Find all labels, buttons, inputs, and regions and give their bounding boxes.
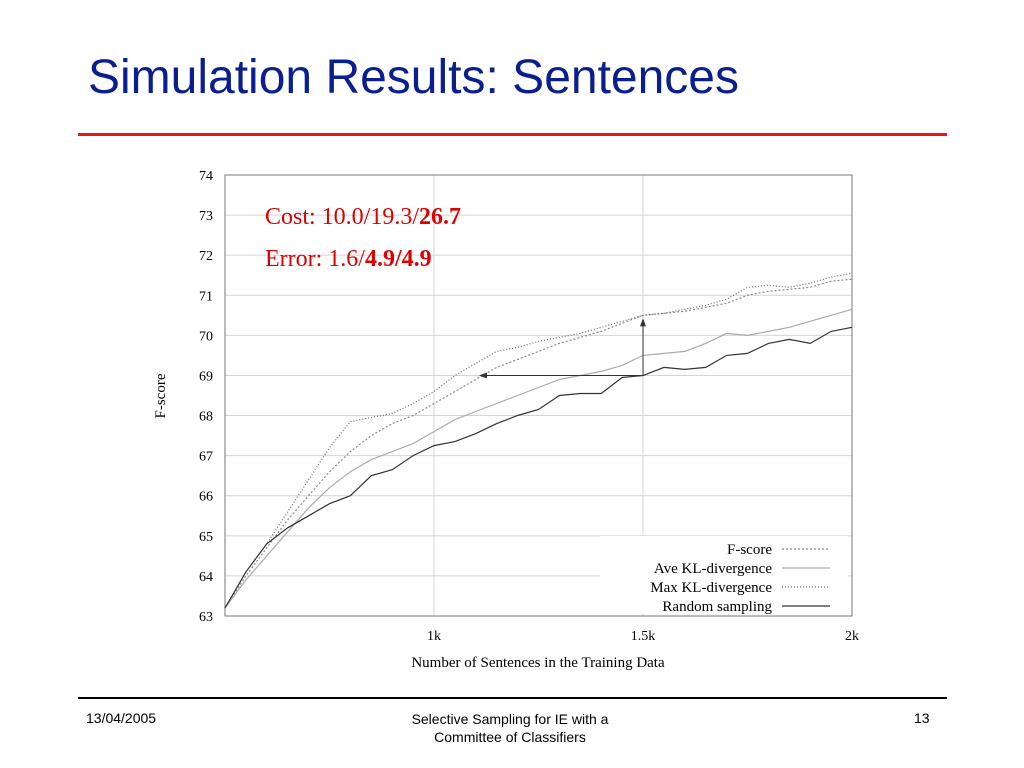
series-line	[224, 308, 853, 609]
y-tick-label: 68	[199, 410, 213, 425]
y-axis-label: F-score	[153, 373, 169, 418]
x-tick-label: 2k	[845, 629, 859, 644]
slide-title: Simulation Results: Sentences	[88, 51, 739, 104]
y-tick-label: 67	[199, 450, 213, 465]
x-tick-label: 1.5k	[631, 629, 656, 644]
annotation-error-prefix: Error: 1.6/	[265, 246, 365, 272]
x-axis-label: Number of Sentences in the Training Data	[411, 655, 665, 671]
series-line	[224, 278, 853, 609]
annotation-cost: Cost: 10.0/19.3/26.7	[265, 204, 461, 230]
title-divider	[78, 133, 947, 136]
chart-series	[224, 272, 853, 609]
plot-area	[224, 174, 853, 617]
legend-label: F-score	[727, 542, 772, 558]
y-tick-label: 63	[199, 610, 213, 625]
annotation-cost-bold: 26.7	[419, 204, 461, 230]
legend-label: Random sampling	[662, 599, 772, 615]
legend-label: Max KL-divergence	[650, 580, 772, 596]
page-number: 13	[914, 710, 930, 726]
y-tick-label: 70	[199, 329, 213, 344]
y-tick-label: 73	[199, 209, 213, 224]
chart-arrows	[478, 318, 646, 379]
y-tick-label: 69	[199, 369, 213, 384]
y-tick-label: 65	[199, 530, 213, 545]
y-tick-label: 72	[199, 249, 213, 264]
annotation-error: Error: 1.6/4.9/4.9	[265, 246, 432, 272]
footer-date: 13/04/2005	[86, 710, 157, 726]
y-tick-label: 64	[199, 570, 213, 585]
footer-title-line1: Selective Sampling for IE with a	[411, 711, 609, 727]
series-line	[224, 272, 853, 609]
chart-legend: F-score Ave KL-divergence Max KL-divergenc…	[600, 536, 848, 615]
footer-title: Selective Sampling for IE with a Committ…	[380, 710, 640, 746]
y-tick-label: 74	[199, 169, 213, 184]
footer-title-line2: Committee of Classifiers	[434, 729, 586, 745]
y-tick-label: 66	[199, 490, 213, 505]
y-tick-label: 71	[199, 289, 213, 304]
legend-label: Ave KL-divergence	[654, 561, 772, 577]
annotation-cost-prefix: Cost: 10.0/19.3/	[265, 204, 419, 230]
x-tick-label: 1k	[427, 629, 441, 644]
series-line	[224, 326, 853, 609]
annotation-error-bold: 4.9/4.9	[365, 246, 432, 272]
chart-ticks: 63 64 65 66 67 68 69 70 71 72 73 74 1k 1.5k 2k	[199, 169, 859, 644]
footer-divider	[78, 697, 947, 699]
